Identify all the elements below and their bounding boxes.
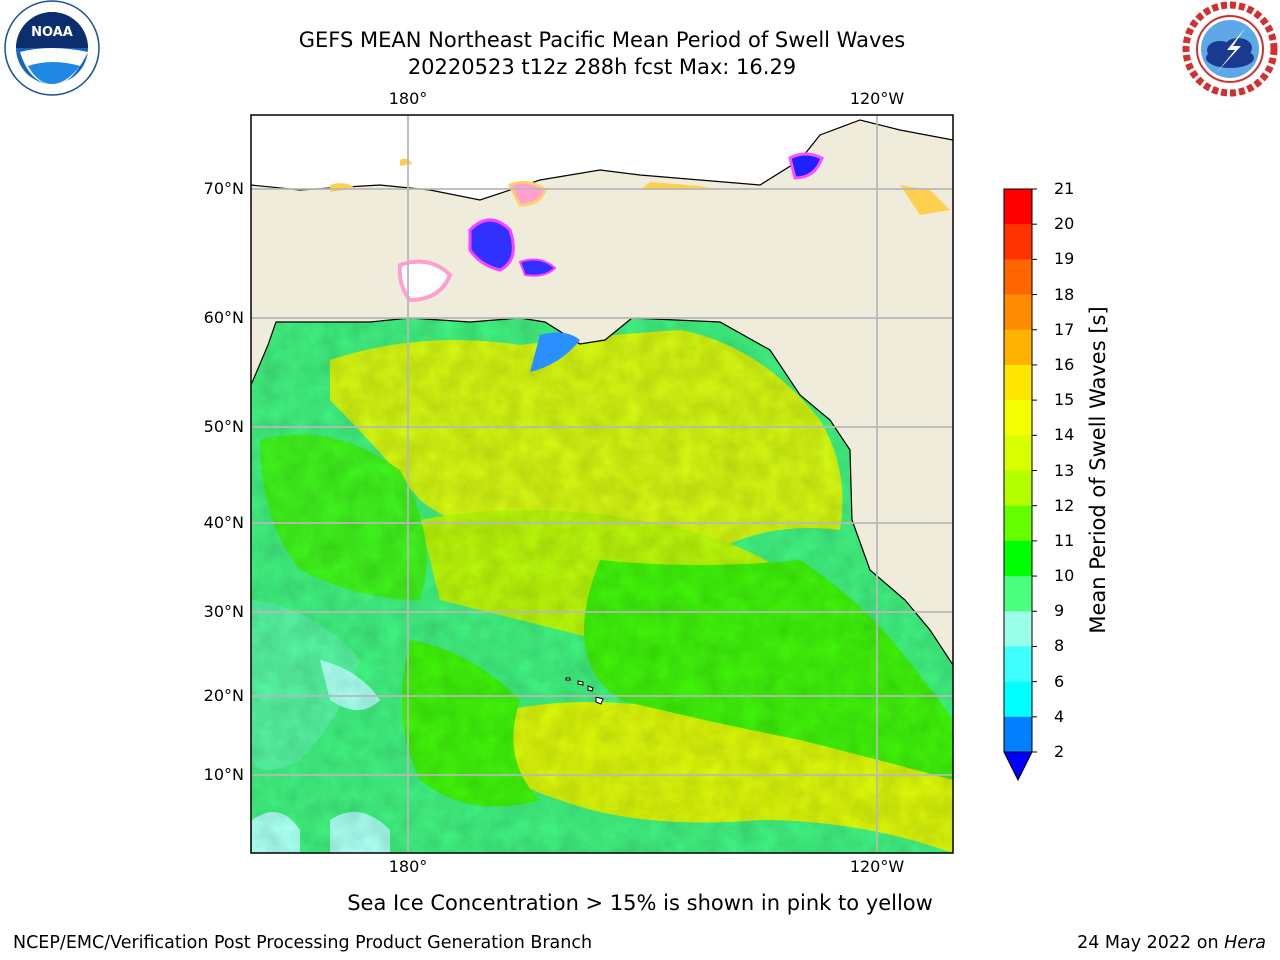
colorbar-segment [1004,294,1032,331]
colorbar-tick-label: 18 [1054,284,1075,304]
lon-label-bottom-120w: 120°W [849,857,905,876]
footer-date: 24 May 2022 on Hera [1077,933,1266,953]
map [250,114,954,854]
caption: Sea Ice Concentration > 15% is shown in … [347,891,933,915]
colorbar-segment [1004,329,1032,366]
gridlines [251,115,953,853]
lat-label-10n: 10°N [203,765,244,784]
colorbar-tick-label: 2 [1054,742,1065,761]
colorbar-tick-label: 16 [1054,354,1075,374]
colorbar-tick-label: 15 [1054,390,1075,410]
nws-logo [1182,1,1278,97]
colorbar-segment [1004,224,1032,260]
chart-subtitle: 20220523 t12z 288h fcst Max: 16.29 [407,55,797,79]
colorbar-segment [1004,364,1032,401]
colorbar-segment [1004,400,1032,436]
colorbar-segment [1004,716,1032,753]
colorbar-tick-label: 8 [1054,636,1065,656]
arctic-ocean [251,115,953,200]
colorbar-tick-label: 17 [1054,319,1075,339]
lon-label-top-180: 180° [388,89,428,108]
lat-label-50n: 50°N [203,417,244,436]
colorbar-tick-label: 11 [1054,530,1075,550]
lat-label-60n: 60°N [203,308,244,327]
colorbar-segment [1004,540,1032,577]
colorbar-segment [1004,259,1032,296]
sea-ice-chukchi [507,180,547,207]
colorbar-tick-label: 13 [1054,460,1075,480]
colorbar-tick-label: 12 [1054,495,1075,515]
colorbar-segment [1004,576,1032,612]
colorbar-tick-label: 6 [1054,671,1065,691]
colorbar-tick-label: 14 [1054,425,1075,445]
colorbar-tick-label: 19 [1054,249,1075,269]
hawaii-islands [565,677,604,705]
lat-label-30n: 30°N [203,602,244,621]
colorbar-segment [1004,646,1032,683]
colorbar-tick-label: 4 [1054,706,1065,726]
colorbar-tick-label: 9 [1054,601,1065,621]
sea-ice-bering-2 [518,258,557,277]
lon-label-top-120w: 120°W [849,89,905,108]
sea-ice-bering [468,218,515,272]
lat-label-70n: 70°N [203,179,244,198]
colorbar-tick-label: 21 [1054,179,1075,198]
chart-title: GEFS MEAN Northeast Pacific Mean Period … [298,28,906,52]
colorbar [1003,188,1037,782]
colorbar-segment [1004,611,1032,647]
colorbar-segment [1004,505,1032,542]
colorbar-segment [1004,470,1032,507]
colorbar-segment [1004,681,1032,718]
noaa-logo-text: NOAA [31,25,73,40]
sea-ice-chukotka [397,259,453,303]
colorbar-tick-label: 10 [1054,566,1075,586]
lat-label-40n: 40°N [203,513,244,532]
north-america-land [251,115,953,665]
colorbar-label: Mean Period of Swell Waves [s] [1086,306,1110,634]
noaa-logo: NOAA [4,0,100,96]
sea-ice-beaufort [788,152,824,180]
lat-label-20n: 20°N [203,686,244,705]
footer-credit: NCEP/EMC/Verification Post Processing Pr… [13,933,593,953]
footer-machine: Hera [1224,933,1266,953]
map-frame [250,114,954,854]
lon-label-bottom-180: 180° [388,857,428,876]
sea-ice-bristol-bay [530,332,580,372]
footer-date-text: 24 May 2022 on [1077,933,1219,953]
colorbar-segment [1004,435,1032,471]
colorbar-tick-label: 20 [1054,214,1075,234]
colorbar-segment [1004,189,1032,225]
colorbar-under-arrow [1003,751,1033,782]
